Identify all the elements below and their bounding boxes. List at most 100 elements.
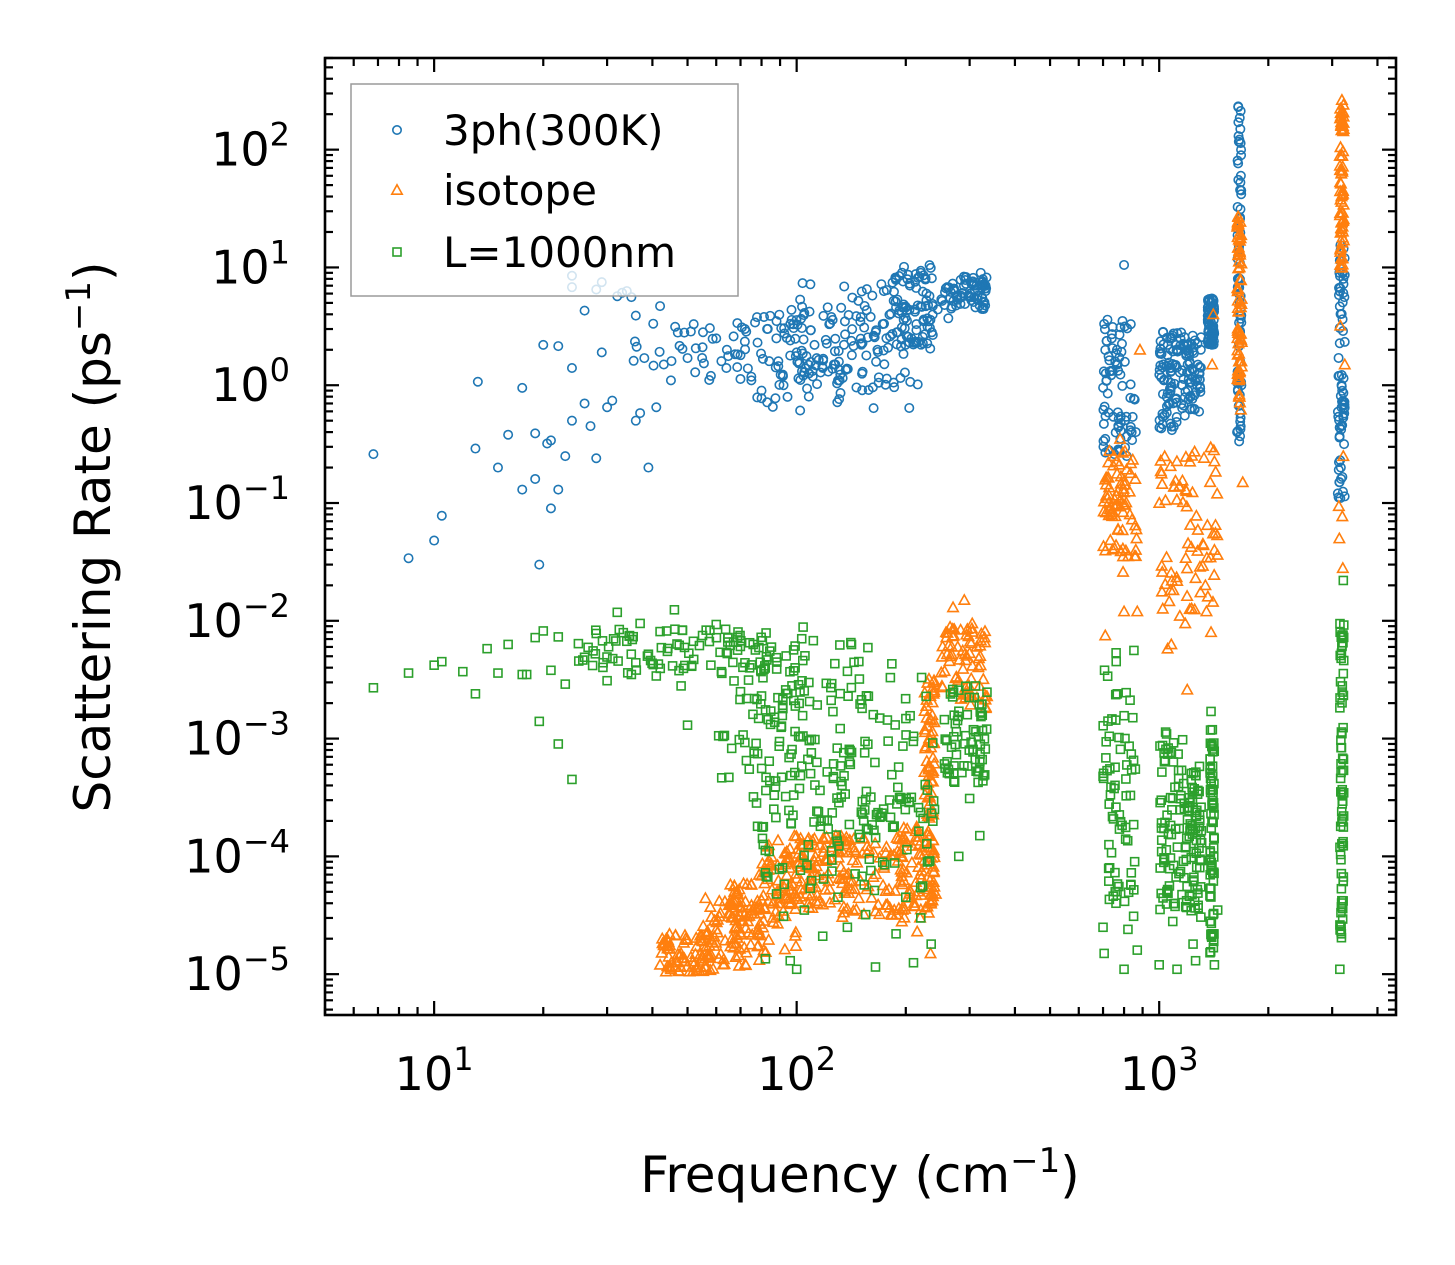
series-2-point [882, 882, 896, 895]
series-3-point [860, 909, 871, 920]
series-3-point [743, 675, 754, 685]
series-2-point [823, 895, 837, 908]
series-3-point [929, 804, 940, 815]
series-1-point [530, 428, 541, 439]
series-2-point [713, 906, 727, 919]
series-1-point [1117, 315, 1128, 326]
series-3-point [670, 624, 680, 635]
series-2-point [1336, 159, 1350, 172]
series-2-point [836, 845, 850, 858]
series-3-point [962, 761, 973, 771]
series-2-point [755, 893, 769, 906]
series-3-point [977, 710, 988, 721]
series-2-point [1158, 449, 1172, 462]
series-1-point [648, 318, 659, 329]
series-3-point [602, 675, 612, 686]
series-3-point [1338, 787, 1349, 798]
series-3-point [534, 716, 545, 727]
series-1-point [857, 366, 868, 377]
series-3-point [1338, 896, 1348, 906]
series-3-point [795, 732, 806, 742]
series-1-point [900, 312, 911, 323]
series-2-point [754, 928, 768, 941]
series-2-point [1204, 625, 1218, 638]
series-3-point [777, 863, 788, 873]
series-3-point [842, 922, 853, 933]
series-1-point [596, 347, 607, 358]
series-1-point [847, 324, 858, 335]
series-3-point [1196, 837, 1207, 848]
x-tick-label: 103 [1120, 1040, 1199, 1101]
series-2-point [744, 937, 758, 950]
series-3-point [704, 636, 715, 647]
series-1-point [949, 283, 960, 294]
series-3-point [740, 657, 750, 668]
series-1-point [1334, 370, 1345, 381]
series-3-point [799, 850, 809, 861]
series-1-point [629, 336, 640, 347]
series-1-point [1183, 374, 1194, 385]
series-3-point [971, 726, 981, 737]
series-3-point [860, 795, 871, 805]
series-3-point [797, 710, 808, 721]
series-3-point [928, 816, 938, 827]
series-1-point [855, 312, 866, 323]
series-3-point [802, 860, 812, 870]
series-3-point [611, 636, 621, 646]
series-2-point [1336, 561, 1350, 574]
series-1-point [887, 328, 898, 339]
series-3-point [728, 657, 738, 668]
series-2-point [946, 600, 960, 613]
series-2-point [1336, 116, 1351, 128]
series-1-point [759, 311, 770, 322]
series-2-point [771, 916, 785, 929]
series-3-point [914, 826, 924, 836]
series-2-point [879, 884, 893, 897]
series-1-point [1178, 373, 1189, 384]
series-1-point [980, 286, 991, 297]
series-1-point [878, 286, 889, 297]
series-1-point [679, 327, 690, 338]
series-1-point [872, 344, 883, 355]
series-1-point [961, 278, 972, 289]
series-1-point [1102, 314, 1113, 325]
series-3-point [844, 819, 855, 830]
series-3-point [1130, 764, 1141, 774]
series-1-point [655, 301, 666, 312]
series-1-point [977, 304, 988, 315]
series-3-point [764, 775, 775, 786]
y-tick-label: 10−5 [184, 940, 290, 1001]
series-3-point [1192, 805, 1202, 816]
series-1-point [797, 278, 808, 289]
series-1-point [833, 345, 844, 356]
series-2-point [1108, 541, 1122, 554]
series-1-point [868, 403, 879, 414]
series-1-point [791, 347, 802, 358]
series-3-point [1195, 835, 1206, 846]
series-3-point [711, 619, 722, 630]
series-2-point [1107, 449, 1121, 462]
series-1-point [861, 350, 872, 361]
series-2-point [813, 838, 827, 851]
series-2-point [965, 625, 979, 637]
series-3-point [828, 706, 838, 717]
x-axis-label: Frequency (cm−1) [640, 1141, 1080, 1204]
series-1-point [1101, 335, 1112, 346]
series-2-point [866, 870, 880, 882]
series-3-point [1167, 805, 1177, 815]
series-2-point [1118, 444, 1132, 457]
y-tick-label: 10−4 [184, 822, 290, 883]
series-3-point [939, 714, 950, 725]
series-1-point [1121, 411, 1132, 422]
series-1-point [670, 321, 681, 332]
series-3-point [885, 812, 896, 823]
series-2-point [850, 855, 864, 868]
series-3-point [1126, 868, 1137, 878]
series-3-point [1132, 945, 1143, 955]
series-2-point [1176, 495, 1190, 508]
series-3-point [626, 669, 637, 680]
series-3-point [1191, 862, 1202, 873]
series-3-point [762, 655, 772, 665]
series-3-point [1338, 765, 1349, 776]
